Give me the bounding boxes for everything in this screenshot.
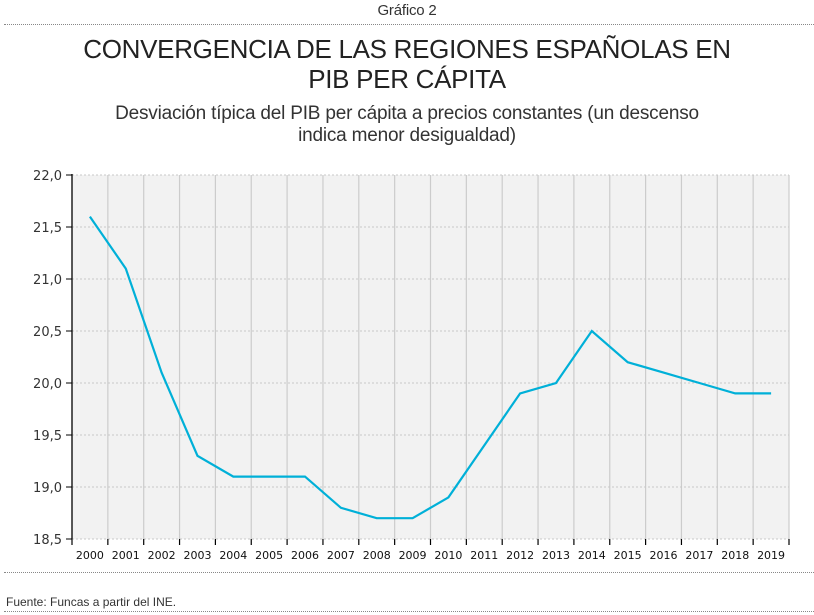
- x-tick-label: 2005: [255, 549, 283, 562]
- chart-subtitle-line-1: Desviación típica del PIB per cápita a p…: [115, 103, 699, 124]
- x-tick-label: 2000: [76, 549, 104, 562]
- source-note: Fuente: Funcas a partir del INE.: [6, 595, 177, 609]
- y-tick-label: 21,0: [33, 273, 62, 288]
- y-tick-label: 21,5: [33, 221, 62, 236]
- y-tick-label: 22,0: [33, 169, 62, 184]
- x-tick-label: 2014: [578, 549, 606, 562]
- x-tick-label: 2008: [363, 549, 391, 562]
- bottom-divider: [4, 572, 814, 573]
- x-tick-label: 2007: [327, 549, 355, 562]
- y-tick-label: 19,5: [33, 429, 62, 444]
- x-tick-label: 2013: [542, 549, 570, 562]
- chart-title: CONVERGENCIA DE LAS REGIONES ESPAÑOLAS E…: [0, 34, 814, 94]
- x-tick-label: 2011: [470, 549, 498, 562]
- y-tick-label: 19,0: [33, 481, 62, 496]
- x-tick-label: 2018: [721, 549, 749, 562]
- y-tick-label: 20,0: [33, 377, 62, 392]
- chart-caption: Gráfico 2: [377, 2, 437, 19]
- x-tick-label: 2010: [434, 549, 462, 562]
- x-tick-label: 2012: [506, 549, 534, 562]
- x-tick-label: 2001: [112, 549, 140, 562]
- x-tick-label: 2019: [757, 549, 785, 562]
- chart-title-line-2: PIB PER CÁPITA: [308, 64, 506, 94]
- footer-divider: [4, 611, 814, 612]
- x-tick-label: 2003: [183, 549, 211, 562]
- series-line: [88, 215, 772, 520]
- x-tick-label: 2015: [614, 549, 642, 562]
- y-tick-label: 18,5: [33, 533, 62, 548]
- y-tick-label: 20,5: [33, 325, 62, 340]
- top-divider: [4, 24, 814, 25]
- chart-subtitle-line-2: indica menor desigualdad): [298, 125, 516, 146]
- x-tick-label: 2004: [219, 549, 247, 562]
- chart-title-line-1: CONVERGENCIA DE LAS REGIONES ESPAÑOLAS E…: [83, 34, 731, 64]
- chart-subtitle: Desviación típica del PIB per cápita a p…: [0, 103, 814, 147]
- x-tick-label: 2017: [685, 549, 713, 562]
- x-tick-label: 2002: [148, 549, 176, 562]
- x-tick-label: 2006: [291, 549, 319, 562]
- x-tick-label: 2016: [650, 549, 678, 562]
- x-tick-label: 2009: [399, 549, 427, 562]
